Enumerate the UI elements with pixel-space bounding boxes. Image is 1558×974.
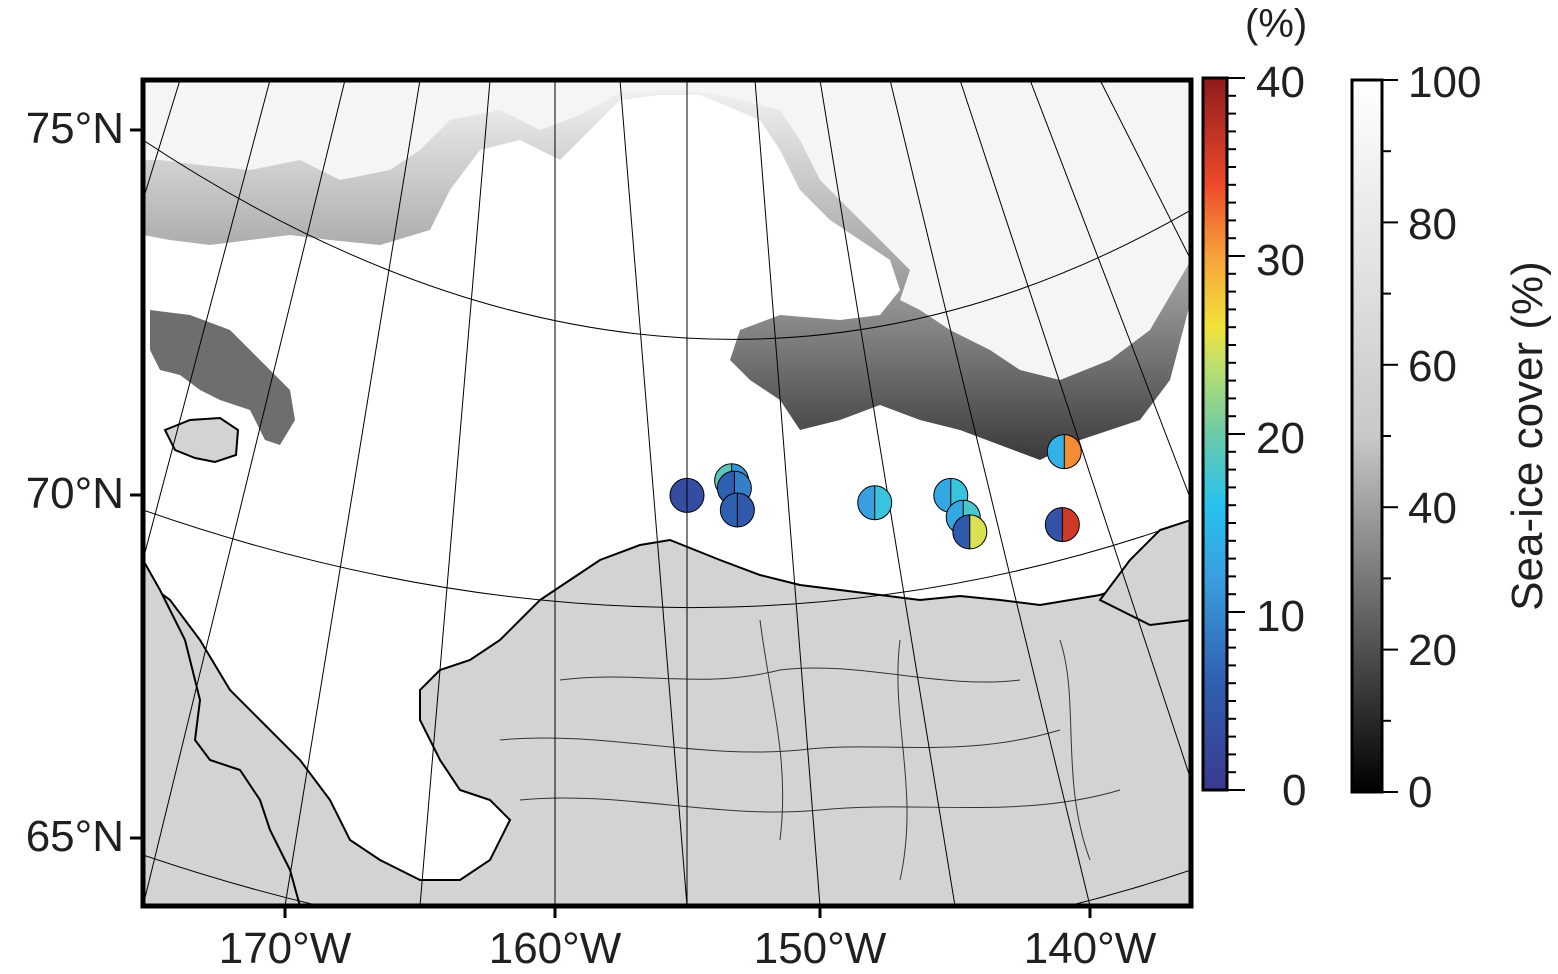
station-left-half [1047,434,1065,469]
value-tick-10: 10 [1256,592,1305,641]
value-colorbar-unit: (%) [1245,2,1308,46]
axis-ticks [130,128,1092,918]
value-colorbar [1201,76,1229,792]
lon-label-140w: 140°W [1023,924,1157,973]
value-colorbar-ticks [1227,77,1245,791]
station-right-half [1064,434,1082,469]
station-marker [719,492,755,528]
station-right-half [737,493,755,527]
lon-label-150w: 150°W [753,924,887,973]
land-canada-east [1098,518,1191,627]
ice-tick-60: 60 [1408,342,1457,391]
map-area [143,80,1191,906]
station-marker [952,514,988,550]
ice-tick-0: 0 [1408,768,1433,817]
station-marker [669,477,705,513]
station-left-half [857,485,875,520]
station-left-half [720,493,738,527]
station-marker [1044,507,1080,543]
ice-tick-40: 40 [1408,484,1457,533]
station-marker [1046,434,1082,470]
lon-label-160w: 160°W [488,924,622,973]
sea-ice-core [143,80,1191,380]
ice-tick-80: 80 [1408,200,1457,249]
lat-label-75: 75°N [25,104,124,153]
map-frame [140,77,1194,909]
sea-ice-patch-west [150,310,295,445]
land-chukotka [143,557,302,906]
value-tick-30: 30 [1256,236,1305,285]
value-tick-0: 0 [1282,766,1307,815]
ice-colorbar-ticks [1382,79,1398,793]
station-right-half [1062,507,1080,542]
station-right-half [874,485,892,520]
station-left-half [952,514,970,549]
st-lawrence-island [163,416,240,464]
station-right-half [687,478,705,513]
value-tick-20: 20 [1256,414,1305,463]
ice-tick-20: 20 [1408,626,1457,675]
ice-tick-100: 100 [1408,58,1482,107]
ice-colorbar [1350,78,1384,794]
station-left-half [1045,507,1063,542]
value-tick-40: 40 [1256,58,1305,107]
lon-label-170w: 170°W [218,924,352,973]
station-left-half [933,478,951,513]
station-marker [857,485,893,521]
ice-colorbar-title: Sea-ice cover (%) [1503,261,1552,611]
stations-layer [669,434,1082,550]
lat-label-70: 70°N [25,469,124,518]
lat-label-65: 65°N [25,812,124,861]
station-left-half [670,478,687,513]
rivers [499,619,1121,881]
station-right-half [969,514,987,549]
